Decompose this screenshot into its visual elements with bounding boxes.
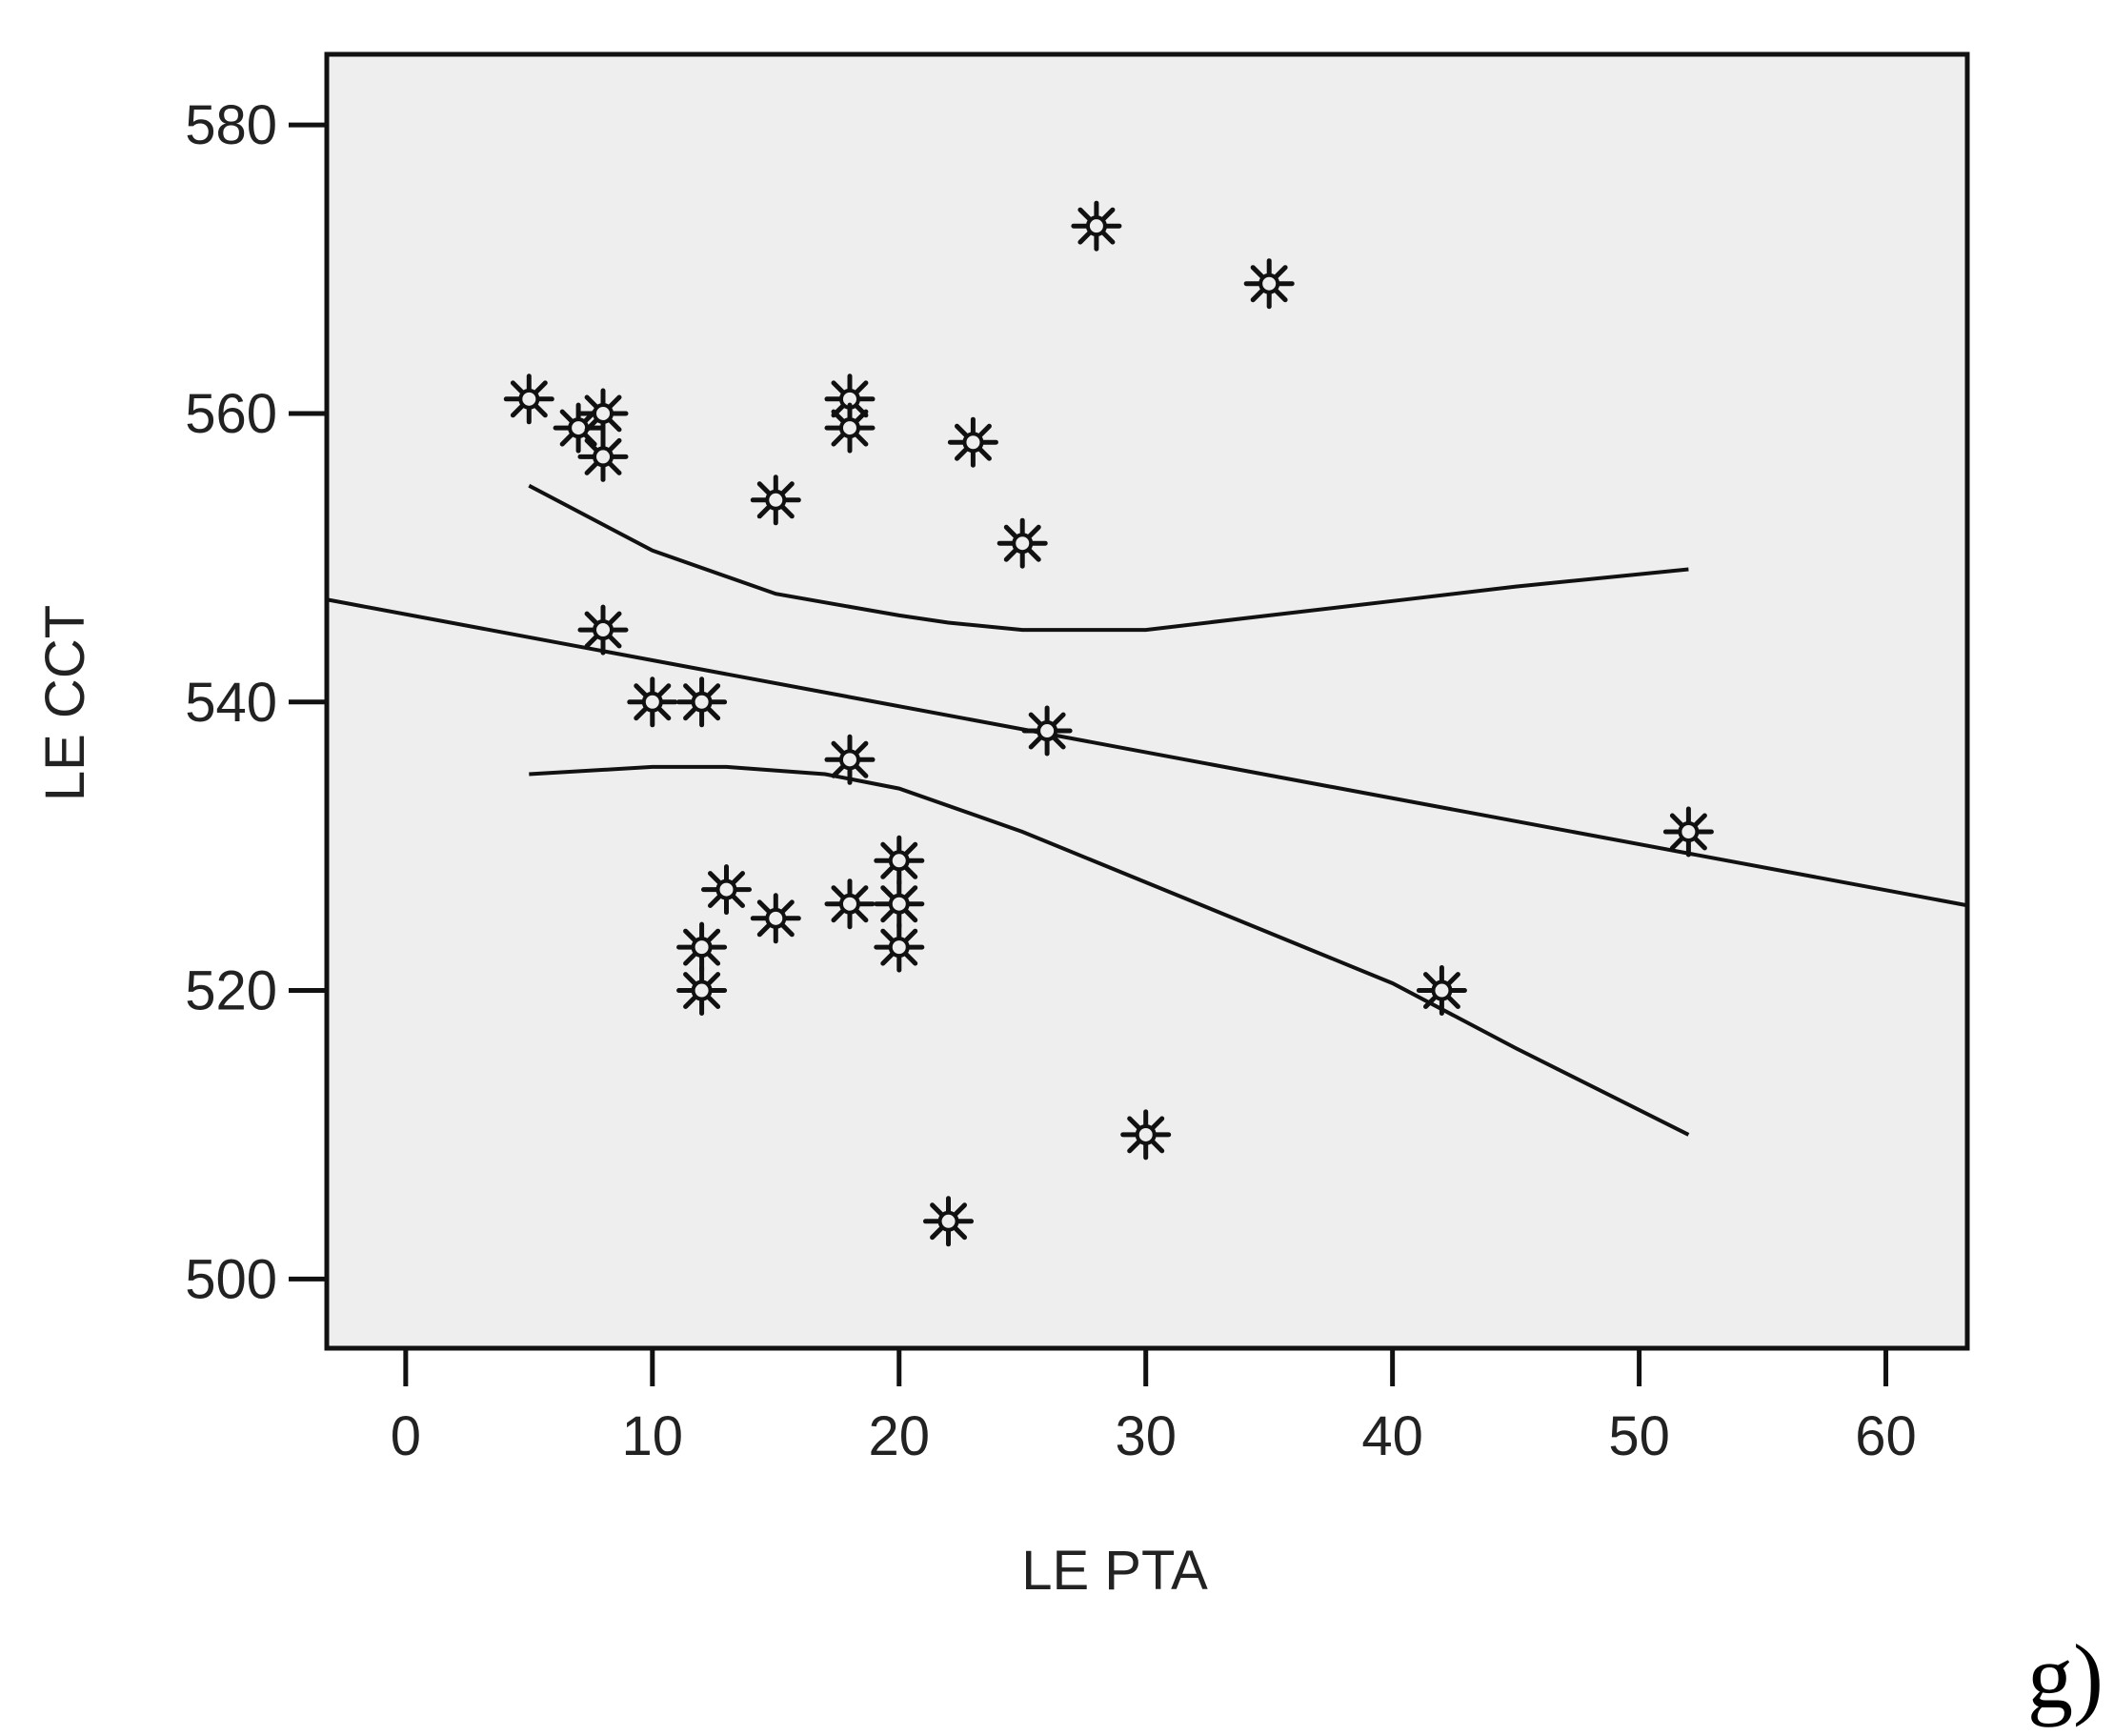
ci-lower-curve (529, 764, 1690, 1137)
data-point (947, 416, 998, 468)
point-center (838, 893, 860, 915)
point-center (838, 749, 860, 771)
data-point (1662, 806, 1714, 858)
data-point (824, 878, 876, 930)
y-tick-label: 560 (185, 383, 277, 445)
point-center (691, 979, 713, 1001)
point-center (937, 1210, 959, 1232)
data-point (824, 402, 876, 454)
point-center (1258, 273, 1280, 294)
regression-line (326, 597, 1968, 908)
point-center (765, 907, 787, 929)
data-point (1120, 1109, 1172, 1161)
x-tick-label: 50 (1608, 1405, 1670, 1467)
point-center (1085, 215, 1107, 237)
point-center (691, 937, 713, 959)
y-tick-label: 520 (185, 960, 277, 1022)
point-center (888, 937, 910, 959)
y-tick-label: 540 (185, 672, 277, 734)
data-point (1021, 705, 1073, 757)
point-center (1012, 533, 1034, 555)
data-point (874, 921, 925, 973)
x-tick-label: 0 (391, 1405, 421, 1467)
x-tick-label: 20 (869, 1405, 931, 1467)
point-center (1037, 720, 1058, 742)
point-center (1678, 821, 1700, 843)
point-center (691, 691, 713, 713)
data-point (553, 402, 604, 454)
x-axis-title: LE PTA (1021, 1540, 1208, 1602)
ci-upper-curve (528, 483, 1689, 633)
data-point (997, 517, 1048, 569)
point-center (568, 417, 590, 439)
panel-label: g) (2027, 1625, 2104, 1727)
data-point (824, 734, 876, 785)
point-center (641, 691, 663, 713)
data-points-layer (503, 200, 1714, 1247)
point-center (1431, 979, 1453, 1001)
point-center (962, 432, 984, 454)
data-point (750, 893, 801, 944)
data-point (676, 676, 728, 728)
point-center (715, 878, 737, 900)
data-point (1416, 965, 1467, 1016)
data-point (750, 474, 801, 526)
x-tick-label: 10 (622, 1405, 684, 1467)
point-center (888, 893, 910, 915)
point-center (765, 489, 787, 511)
x-tick-label: 60 (1855, 1405, 1917, 1467)
point-center (838, 417, 860, 439)
x-axis: 0 10 20 30 40 50 60 (391, 1348, 1917, 1467)
data-point (577, 431, 629, 482)
data-point (923, 1196, 974, 1247)
point-center (518, 388, 540, 410)
data-point (874, 835, 925, 886)
confidence-band-layer (528, 483, 1690, 1137)
x-tick-label: 30 (1115, 1405, 1177, 1467)
point-center (593, 619, 614, 641)
data-point (577, 604, 629, 656)
data-point (1243, 258, 1295, 310)
y-axis: 500 520 540 560 580 (185, 94, 327, 1310)
data-point (676, 965, 728, 1016)
point-center (1135, 1123, 1157, 1145)
data-point (577, 388, 629, 439)
y-tick-label: 500 (185, 1248, 277, 1310)
x-tick-label: 40 (1361, 1405, 1423, 1467)
data-point (627, 676, 678, 728)
y-tick-label: 580 (185, 94, 277, 156)
data-point (503, 373, 554, 425)
point-center (888, 850, 910, 872)
point-center (593, 402, 614, 424)
data-point (1071, 200, 1122, 252)
data-point (701, 864, 752, 916)
regression-line-layer (326, 597, 1968, 908)
point-center (593, 446, 614, 468)
data-point (676, 921, 728, 973)
y-axis-title: LE CCT (34, 605, 96, 801)
data-point (874, 878, 925, 930)
